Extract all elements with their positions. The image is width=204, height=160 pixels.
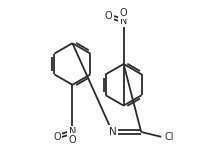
Text: O: O [69, 135, 76, 145]
Text: Cl: Cl [164, 132, 174, 142]
Text: O: O [120, 8, 128, 18]
Text: O: O [53, 132, 61, 142]
Text: N: N [69, 127, 76, 137]
Text: N: N [120, 16, 127, 26]
Text: O: O [105, 11, 112, 21]
Text: N: N [109, 127, 116, 137]
